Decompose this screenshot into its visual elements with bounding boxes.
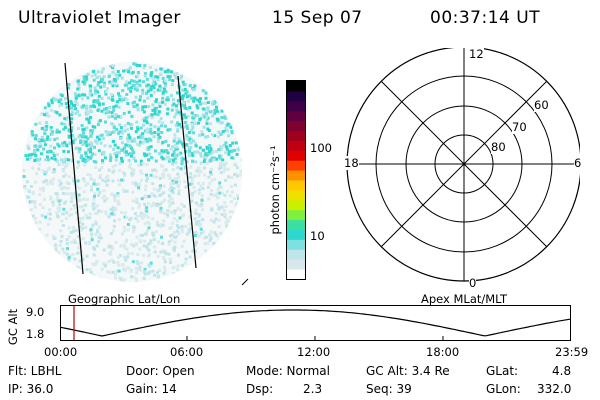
color-bar-segment	[287, 269, 305, 280]
time-tick-2359: 23:59	[555, 345, 589, 359]
polar-label-6: 6	[574, 156, 582, 170]
seq-info: Seq: 39	[366, 382, 412, 396]
disk-tick	[241, 278, 249, 286]
longitude-line-right	[177, 75, 197, 269]
color-bar-segment	[287, 180, 305, 191]
glon-label: GLon:	[486, 382, 521, 396]
altitude-plot-frame	[60, 305, 571, 341]
color-bar-segment	[287, 130, 305, 141]
altitude-axis-label: GC Alt	[6, 308, 21, 346]
altitude-tick-1-8: 1.8	[26, 327, 45, 341]
polar-label-12: 12	[469, 47, 484, 61]
color-bar-segment	[287, 239, 305, 250]
longitude-line-left	[64, 62, 84, 275]
polar-grid	[346, 48, 580, 282]
altitude-tick-9: 9.0	[26, 305, 45, 319]
polar-label-70: 70	[512, 120, 527, 134]
filter-info: Flt: LBHL	[8, 364, 62, 378]
colorbar-unit-label: photon cm⁻²s⁻¹	[268, 145, 282, 235]
color-bar-segment	[287, 100, 305, 112]
time-tick-0000: 00:00	[44, 345, 78, 359]
colorbar-tick-100: 100	[310, 141, 332, 155]
door-info: Door: Open	[126, 364, 195, 378]
geographic-label: Geographic Lat/Lon	[68, 292, 181, 306]
dsp-label: Dsp:	[246, 382, 274, 396]
gain-info: Gain: 14	[126, 382, 177, 396]
time-tick-1200: 12:00	[297, 345, 331, 359]
color-bar-segment	[287, 249, 305, 260]
emission-pixels	[22, 62, 242, 282]
instrument-title: Ultraviolet Imager	[18, 8, 181, 28]
polar-diagonal-2	[380, 80, 548, 248]
color-bar-segment	[287, 229, 305, 240]
color-bar-segment	[287, 199, 305, 211]
polar-label-80: 80	[491, 140, 506, 154]
polar-label-18: 18	[344, 156, 359, 170]
color-bar-segment	[287, 170, 305, 181]
color-bar-segment	[287, 209, 305, 221]
apex-label: Apex MLat/MLT	[421, 292, 508, 306]
color-bar-gradient	[287, 81, 305, 280]
date-label: 15 Sep 07	[272, 8, 363, 28]
color-bar-segment	[287, 140, 305, 151]
color-bar	[286, 80, 306, 280]
color-bar-segment	[287, 259, 305, 270]
color-bar-segment	[287, 219, 305, 230]
altitude-curve	[60, 309, 571, 337]
altitude-plot	[60, 305, 571, 341]
polar-label-60: 60	[534, 98, 549, 112]
color-bar-segment	[287, 120, 305, 131]
glat-value: 4.8	[552, 364, 572, 378]
color-bar-segment	[287, 110, 305, 122]
altitude-x-ticks	[186, 336, 444, 340]
ip-info: IP: 36.0	[8, 382, 54, 396]
time-tick-1800: 18:00	[426, 345, 460, 359]
color-bar-segment	[287, 90, 305, 102]
glat-label: GLat:	[486, 364, 519, 378]
color-bar-segment	[287, 81, 305, 92]
color-bar-segment	[287, 160, 305, 171]
glon-value: 332.0	[537, 382, 572, 396]
colorbar-tick-10: 10	[310, 229, 325, 243]
time-label: 00:37:14 UT	[430, 8, 541, 28]
dsp-value: 2.3	[303, 382, 323, 396]
polar-label-0: 0	[469, 276, 477, 290]
color-bar-segment	[287, 150, 305, 161]
color-bar-segment	[287, 189, 305, 201]
mode-info: Mode: Normal	[246, 364, 330, 378]
time-tick-0600: 06:00	[170, 345, 204, 359]
uv-image-disk	[22, 62, 249, 286]
gc-alt-info: GC Alt: 3.4 Re	[366, 364, 450, 378]
